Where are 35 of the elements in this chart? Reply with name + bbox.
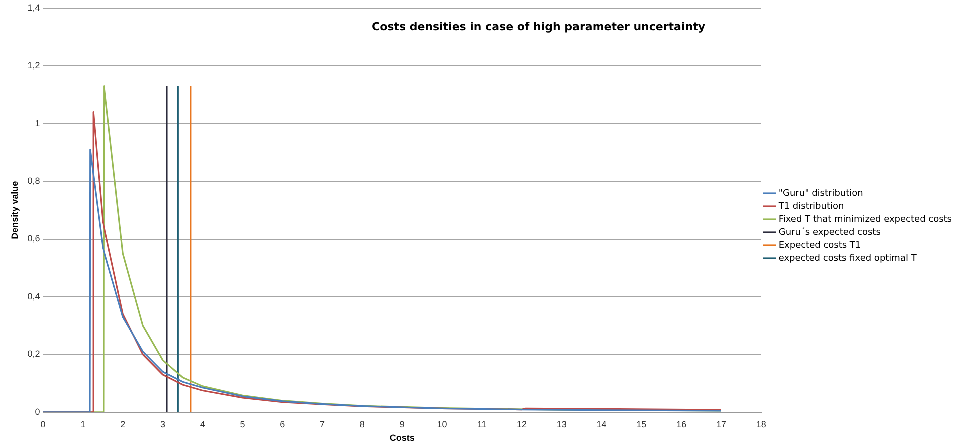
x-tick-label: 3 (160, 419, 166, 430)
x-tick-label: 15 (636, 419, 647, 430)
y-tick-label: 0,2 (28, 349, 40, 360)
x-axis-title: Costs (390, 433, 415, 444)
x-tick-label: 6 (280, 419, 286, 430)
legend-label: expected costs fixed optimal T (778, 254, 918, 264)
y-tick-label: 0,4 (28, 291, 40, 302)
text: Costs densities in case of high parameter uncertainty (372, 20, 706, 34)
y-tick-label: 0,6 (28, 234, 40, 244)
x-tick-label: 8 (360, 419, 365, 430)
legend-label: T1 distribution (778, 202, 844, 212)
x-tick-label: 17 (716, 419, 726, 430)
legend-label: Fixed T that minimized expected costs (778, 214, 952, 225)
x-tick-label: 16 (676, 419, 687, 430)
x-tick-label: 11 (477, 419, 487, 430)
x-tick-label: 2 (120, 419, 126, 430)
y-tick-label: 1 (35, 118, 40, 128)
x-tick-label: 4 (200, 419, 206, 430)
x-tick-label: 18 (756, 419, 766, 430)
x-tick-label: 1 (80, 419, 86, 430)
x-tick-label: 5 (240, 419, 246, 430)
x-tick-label: 13 (556, 419, 567, 430)
x-tick-label: 12 (516, 419, 528, 430)
x-tick-label: 10 (437, 419, 448, 430)
legend-label: Guru´s expected costs (778, 226, 882, 238)
x-tick-label: 9 (400, 419, 405, 430)
legend-label: Expected costs T1 (778, 240, 862, 251)
x-tick-label: 7 (320, 419, 326, 430)
legend-label: "Guru" distribution (778, 188, 864, 199)
y-tick-label: 0 (35, 406, 40, 417)
y-tick-label: 0,8 (28, 176, 40, 186)
x-tick-label: 14 (596, 419, 607, 430)
y-tick-label: 1,4 (28, 2, 40, 13)
y-axis-title: Density value (10, 181, 20, 240)
y-tick-label: 1,2 (28, 60, 40, 71)
